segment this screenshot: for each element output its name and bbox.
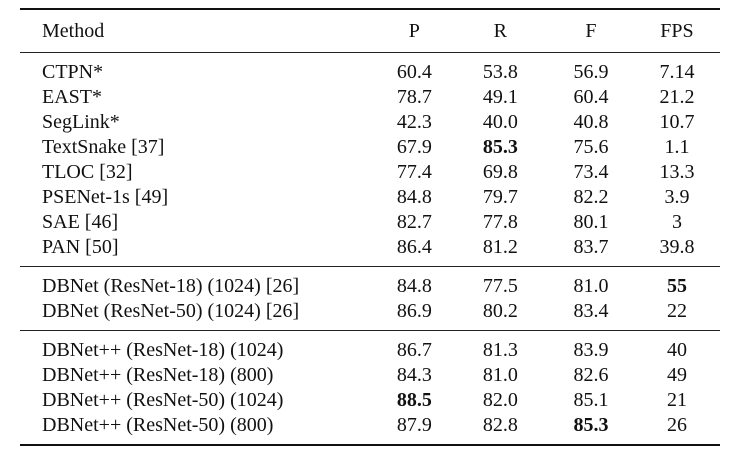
cell-r: 82.0 (482, 389, 518, 411)
cell-f: 82.6 (573, 364, 609, 386)
cell-p: 84.8 (375, 266, 453, 299)
header-row: Method P R F FPS (20, 8, 720, 53)
cell-fps: 22 (666, 300, 687, 322)
cell-f: 80.1 (573, 211, 609, 233)
table-row: DBNet++ (ResNet-18) (800) 84.3 81.0 82.6… (20, 363, 720, 388)
cell-f: 75.6 (573, 136, 609, 158)
cell-r: 80.2 (482, 300, 518, 322)
cell-p: 84.8 (396, 186, 432, 208)
cell-method: SegLink* (42, 111, 120, 133)
table-group-baselines: CTPN* 60.4 53.8 56.9 7.14 EAST* 78.7 49.… (20, 53, 720, 267)
table-row: SegLink* 42.3 40.0 40.8 10.7 (20, 110, 720, 135)
cell-f: 56.9 (573, 61, 609, 83)
cell-method: TLOC [32] (42, 161, 133, 183)
cell-f: 82.2 (573, 186, 609, 208)
cell-p: 86.9 (396, 300, 432, 322)
cell-fps-best: 55 (633, 266, 720, 299)
cell-method: TextSnake [37] (42, 136, 165, 158)
cell-r: 69.8 (482, 161, 518, 183)
header-r: R (452, 8, 548, 53)
cell-method: DBNet++ (ResNet-18) (1024) (20, 330, 376, 363)
table-header: Method P R F FPS (20, 8, 720, 53)
cell-p: 84.3 (396, 364, 432, 386)
cell-p: 67.9 (396, 136, 432, 158)
table-row: SAE [46] 82.7 77.8 80.1 3 (20, 210, 720, 235)
table-group-dbnet: DBNet (ResNet-18) (1024) [26] 84.8 77.5 … (20, 266, 720, 331)
cell-f-best: 85.3 (547, 413, 634, 446)
header-method: Method (20, 8, 376, 53)
table-row: DBNet++ (ResNet-18) (1024) 86.7 81.3 83.… (20, 330, 720, 363)
cell-p: 86.4 (396, 236, 432, 258)
table-row: TLOC [32] 77.4 69.8 73.4 13.3 (20, 160, 720, 185)
cell-p: 42.3 (396, 111, 432, 133)
header-p: P (375, 8, 453, 53)
table-row: DBNet (ResNet-50) (1024) [26] 86.9 80.2 … (20, 299, 720, 331)
cell-f: 40.8 (573, 111, 609, 133)
cell-r: 53.8 (482, 61, 518, 83)
cell-r: 77.8 (482, 211, 518, 233)
cell-p: 86.7 (375, 330, 453, 363)
cell-method: DBNet++ (ResNet-50) (800) (20, 413, 376, 446)
cell-r: 81.0 (482, 364, 518, 386)
cell-p: 77.4 (396, 161, 432, 183)
cell-method: PAN [50] (42, 236, 119, 258)
cell-fps: 39.8 (659, 236, 695, 258)
cell-method: DBNet (ResNet-18) (1024) [26] (20, 266, 376, 299)
header-fps: FPS (633, 8, 720, 53)
cell-p: 82.7 (396, 211, 432, 233)
cell-f: 73.4 (573, 161, 609, 183)
cell-r: 77.5 (452, 266, 548, 299)
cell-method: DBNet++ (ResNet-18) (800) (42, 364, 274, 386)
cell-r: 82.8 (452, 413, 548, 446)
cell-p: 60.4 (396, 61, 432, 83)
cell-r-best: 85.3 (482, 136, 518, 158)
cell-fps: 21.2 (659, 86, 695, 108)
cell-fps: 26 (633, 413, 720, 446)
table-row: TextSnake [37] 67.9 85.3 75.6 1.1 (20, 135, 720, 160)
table-row: EAST* 78.7 49.1 60.4 21.2 (20, 85, 720, 110)
cell-fps: 21 (666, 389, 687, 411)
cell-method: DBNet++ (ResNet-50) (1024) (42, 389, 284, 411)
cell-fps: 1.1 (664, 136, 690, 158)
cell-p-best: 88.5 (396, 389, 432, 411)
cell-fps: 7.14 (659, 61, 695, 83)
cell-fps: 3 (671, 211, 682, 233)
cell-f: 85.1 (573, 389, 609, 411)
table-row: DBNet++ (ResNet-50) (1024) 88.5 82.0 85.… (20, 388, 720, 413)
cell-f: 83.9 (547, 330, 634, 363)
cell-fps: 13.3 (659, 161, 695, 183)
cell-method: PSENet-1s [49] (42, 186, 169, 208)
cell-r: 81.2 (482, 236, 518, 258)
table-group-dbnetpp: DBNet++ (ResNet-18) (1024) 86.7 81.3 83.… (20, 330, 720, 446)
cell-f: 83.4 (573, 300, 609, 322)
cell-f: 83.7 (573, 236, 609, 258)
cell-method: CTPN* (42, 61, 104, 83)
results-table: Method P R F FPS CTPN* 60.4 53.8 56.9 7.… (20, 8, 720, 446)
table-row: PAN [50] 86.4 81.2 83.7 39.8 (20, 235, 720, 267)
cell-f: 81.0 (547, 266, 634, 299)
header-f: F (547, 8, 634, 53)
cell-p: 78.7 (396, 86, 432, 108)
cell-method: SAE [46] (42, 211, 119, 233)
cell-method: EAST* (42, 86, 102, 108)
cell-fps: 10.7 (659, 111, 695, 133)
cell-r: 81.3 (452, 330, 548, 363)
cell-r: 40.0 (482, 111, 518, 133)
cell-fps: 40 (633, 330, 720, 363)
cell-fps: 49 (666, 364, 687, 386)
cell-f: 60.4 (573, 86, 609, 108)
cell-method: DBNet (ResNet-50) (1024) [26] (42, 300, 300, 322)
cell-fps: 3.9 (664, 186, 690, 208)
table-row: DBNet++ (ResNet-50) (800) 87.9 82.8 85.3… (20, 413, 720, 446)
table-row: DBNet (ResNet-18) (1024) [26] 84.8 77.5 … (20, 266, 720, 299)
cell-r: 79.7 (482, 186, 518, 208)
cell-r: 49.1 (482, 86, 518, 108)
table-row: CTPN* 60.4 53.8 56.9 7.14 (20, 53, 720, 86)
results-table-container: Method P R F FPS CTPN* 60.4 53.8 56.9 7.… (20, 8, 720, 446)
table-row: PSENet-1s [49] 84.8 79.7 82.2 3.9 (20, 185, 720, 210)
cell-p: 87.9 (375, 413, 453, 446)
